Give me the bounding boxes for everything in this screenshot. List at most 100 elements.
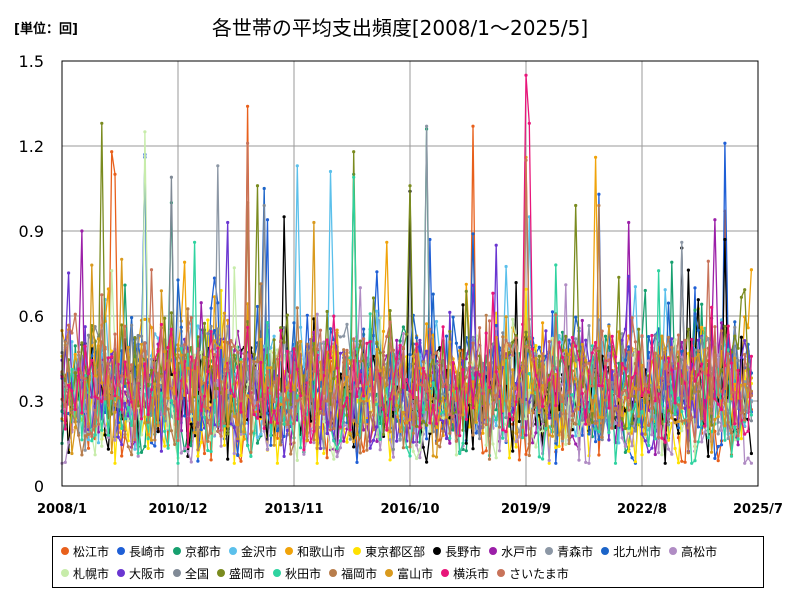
- data-point: [716, 353, 720, 357]
- data-point: [415, 456, 419, 461]
- data-point: [630, 410, 634, 414]
- data-point: [623, 444, 628, 448]
- data-point: [100, 399, 104, 404]
- data-point: [693, 286, 697, 290]
- data-point: [550, 371, 555, 376]
- data-point: [650, 433, 654, 437]
- data-point: [726, 324, 730, 328]
- data-point: [411, 440, 415, 444]
- data-point: [587, 422, 591, 426]
- data-point: [229, 388, 233, 392]
- legend-label: さいたま市: [509, 566, 569, 581]
- data-point: [534, 431, 538, 435]
- data-point: [643, 439, 647, 443]
- data-point: [90, 358, 94, 363]
- data-point: [269, 346, 273, 350]
- data-point: [143, 362, 147, 366]
- data-point: [381, 329, 386, 333]
- data-point: [106, 435, 110, 439]
- data-point: [474, 368, 478, 372]
- data-point: [202, 405, 207, 409]
- data-point: [93, 453, 97, 457]
- data-point: [332, 439, 336, 443]
- data-point: [736, 437, 740, 441]
- data-point: [620, 436, 624, 440]
- data-point: [719, 369, 724, 373]
- data-point: [451, 397, 455, 401]
- data-point: [212, 329, 217, 333]
- data-point: [322, 374, 326, 378]
- data-point: [126, 376, 130, 380]
- data-point: [700, 302, 704, 306]
- data-point: [494, 327, 498, 331]
- data-point: [186, 307, 190, 311]
- data-point: [338, 439, 342, 443]
- legend-item: 北九州市: [599, 540, 661, 562]
- data-point: [557, 433, 561, 437]
- data-point: [80, 411, 84, 415]
- data-point: [550, 434, 555, 438]
- data-point: [421, 383, 425, 387]
- data-point: [338, 335, 342, 339]
- data-point: [431, 292, 435, 296]
- data-point: [580, 318, 584, 323]
- data-point: [673, 412, 677, 416]
- data-point: [378, 403, 382, 407]
- data-point: [703, 430, 707, 434]
- data-point: [126, 405, 130, 410]
- data-point: [666, 335, 671, 339]
- data-point: [405, 378, 409, 382]
- data-point: [590, 409, 594, 413]
- data-point: [179, 347, 183, 351]
- data-point: [239, 351, 243, 355]
- data-point: [179, 344, 183, 348]
- data-point: [584, 390, 588, 394]
- data-point: [209, 449, 213, 454]
- data-point: [577, 395, 581, 399]
- data-point: [415, 352, 419, 356]
- data-point: [733, 425, 737, 429]
- data-point: [418, 456, 422, 460]
- data-point: [275, 421, 279, 425]
- data-point: [630, 394, 634, 398]
- data-point: [627, 449, 631, 453]
- data-point: [630, 376, 634, 380]
- data-point: [521, 436, 525, 440]
- data-point: [597, 203, 601, 208]
- data-point: [232, 414, 236, 418]
- legend-item: 青森市: [543, 540, 593, 562]
- data-point: [617, 394, 621, 398]
- data-point: [574, 377, 578, 381]
- data-point: [504, 439, 508, 443]
- data-point: [594, 421, 598, 425]
- data-point: [425, 423, 429, 427]
- data-point: [686, 366, 691, 370]
- data-point: [554, 263, 558, 267]
- data-point: [441, 396, 445, 400]
- data-point: [736, 443, 740, 447]
- data-point: [226, 340, 230, 344]
- data-point: [309, 337, 313, 342]
- data-point: [67, 323, 71, 327]
- data-point: [620, 362, 624, 366]
- data-point: [385, 383, 389, 387]
- data-point: [385, 240, 389, 244]
- data-point: [706, 454, 710, 458]
- data-point: [262, 348, 266, 352]
- data-point: [176, 278, 180, 282]
- data-point: [348, 356, 352, 360]
- data-point: [262, 203, 266, 208]
- data-point: [206, 370, 210, 374]
- data-point: [680, 459, 684, 463]
- legend-marker-icon: [271, 567, 283, 579]
- data-point: [106, 433, 110, 437]
- data-point: [189, 422, 193, 426]
- data-point: [236, 437, 240, 441]
- data-point: [375, 309, 379, 313]
- data-point: [739, 411, 744, 415]
- data-point: [633, 402, 638, 406]
- data-point: [627, 345, 631, 349]
- data-point: [405, 417, 409, 421]
- data-point: [156, 384, 160, 388]
- data-point: [381, 407, 386, 412]
